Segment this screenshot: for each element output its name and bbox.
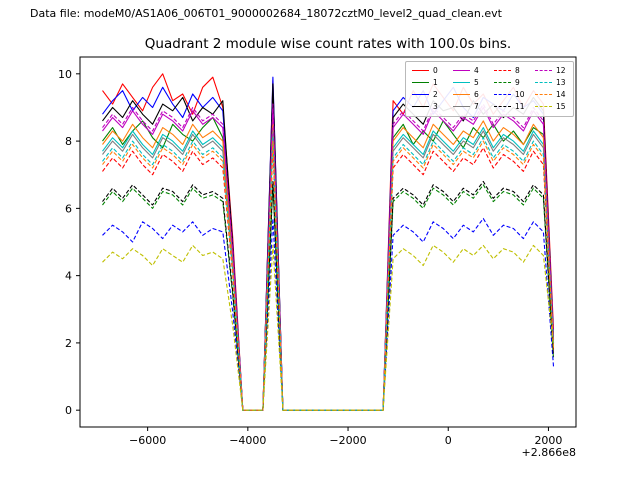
legend-line-sample <box>412 106 429 107</box>
x-tick-label: −2000 <box>329 434 366 447</box>
legend-item-7: 7 <box>453 101 484 112</box>
legend-line-sample <box>535 94 552 95</box>
series-line-9 <box>102 184 555 411</box>
legend-label: 12 <box>556 66 566 75</box>
legend-item-5: 5 <box>453 77 484 88</box>
legend-label: 14 <box>556 90 566 99</box>
series-line-13 <box>102 137 555 411</box>
chart-title: Quadrant 2 module wise count rates with … <box>144 36 512 52</box>
legend-line-sample <box>535 106 552 107</box>
legend-item-0: 0 <box>412 65 443 76</box>
series-line-0 <box>102 73 555 411</box>
legend-item-10: 10 <box>494 89 525 100</box>
y-tick-label: 2 <box>65 337 72 350</box>
series-line-8 <box>102 147 555 411</box>
series-line-11 <box>102 180 555 411</box>
x-tick-label: −6000 <box>129 434 166 447</box>
y-tick-label: 10 <box>58 68 72 81</box>
legend-label: 13 <box>556 78 566 87</box>
x-axis-offset-label: +2.866e8 <box>521 446 576 459</box>
data-file-header: Data file: modeM0/AS1A06_006T01_90000026… <box>30 7 502 20</box>
legend-label: 0 <box>433 66 438 75</box>
legend-line-sample <box>494 82 511 83</box>
legend-label: 4 <box>474 66 479 75</box>
legend-label: 1 <box>433 78 438 87</box>
legend-item-9: 9 <box>494 77 525 88</box>
legend-item-3: 3 <box>412 101 443 112</box>
x-tick-label: −4000 <box>229 434 266 447</box>
legend-item-8: 8 <box>494 65 525 76</box>
legend-line-sample <box>494 70 511 71</box>
y-tick-label: 0 <box>65 404 72 417</box>
legend-label: 2 <box>433 90 438 99</box>
legend-label: 6 <box>474 90 479 99</box>
legend-line-sample <box>453 70 470 71</box>
series-line-6 <box>102 120 555 411</box>
legend-item-4: 4 <box>453 65 484 76</box>
axes-frame <box>79 56 577 428</box>
legend-line-sample <box>412 82 429 83</box>
legend-label: 9 <box>515 78 520 87</box>
legend-item-6: 6 <box>453 89 484 100</box>
x-tick-label: 2000 <box>534 434 562 447</box>
series-line-7 <box>102 130 555 411</box>
series-line-1 <box>102 116 555 411</box>
legend-line-sample <box>412 94 429 95</box>
legend-label: 3 <box>433 102 438 111</box>
y-tick-label: 8 <box>65 135 72 148</box>
x-tick-label: 0 <box>445 434 452 447</box>
series-line-5 <box>102 127 555 411</box>
legend-line-sample <box>453 106 470 107</box>
legend-label: 5 <box>474 78 479 87</box>
series-line-14 <box>102 140 555 411</box>
legend-line-sample <box>412 70 429 71</box>
legend: 0 1 2 3 4 5 6 7 8 9 10 11 12 13 14 15 <box>405 61 574 117</box>
legend-item-2: 2 <box>412 89 443 100</box>
legend-item-12: 12 <box>535 65 566 76</box>
series-line-15 <box>102 244 555 411</box>
legend-label: 10 <box>515 90 525 99</box>
legend-item-15: 15 <box>535 101 566 112</box>
legend-item-14: 14 <box>535 89 566 100</box>
legend-line-sample <box>453 94 470 95</box>
legend-label: 11 <box>515 102 525 111</box>
legend-line-sample <box>453 82 470 83</box>
legend-item-11: 11 <box>494 101 525 112</box>
legend-line-sample <box>494 94 511 95</box>
legend-item-1: 1 <box>412 77 443 88</box>
y-tick-label: 6 <box>65 202 72 215</box>
y-tick-label: 4 <box>65 270 72 283</box>
legend-line-sample <box>535 82 552 83</box>
legend-line-sample <box>535 70 552 71</box>
legend-label: 7 <box>474 102 479 111</box>
legend-item-13: 13 <box>535 77 566 88</box>
legend-label: 15 <box>556 102 566 111</box>
legend-line-sample <box>494 106 511 107</box>
series-line-10 <box>102 217 555 411</box>
legend-label: 8 <box>515 66 520 75</box>
